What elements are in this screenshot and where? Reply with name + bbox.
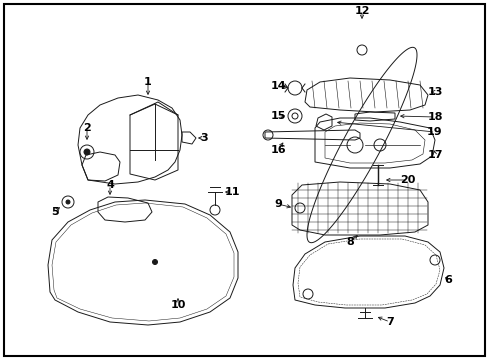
Circle shape [66, 200, 70, 204]
Text: 10: 10 [170, 300, 185, 310]
Circle shape [152, 260, 157, 265]
Text: 5: 5 [51, 207, 59, 217]
Text: 17: 17 [427, 150, 442, 160]
Text: 3: 3 [200, 133, 207, 143]
Text: 16: 16 [270, 145, 285, 155]
Text: 2: 2 [83, 123, 91, 133]
Text: 18: 18 [427, 112, 442, 122]
Text: 12: 12 [353, 6, 369, 16]
Text: 15: 15 [270, 111, 285, 121]
Text: 1: 1 [144, 77, 152, 87]
Text: 14: 14 [270, 81, 285, 91]
Circle shape [84, 149, 90, 155]
Text: 8: 8 [346, 237, 353, 247]
Text: 9: 9 [273, 199, 282, 209]
Text: 13: 13 [427, 87, 442, 97]
Text: 4: 4 [106, 180, 114, 190]
Text: 11: 11 [224, 187, 239, 197]
Text: 6: 6 [443, 275, 451, 285]
Text: 19: 19 [427, 127, 442, 137]
Text: 20: 20 [400, 175, 415, 185]
Text: 7: 7 [386, 317, 393, 327]
